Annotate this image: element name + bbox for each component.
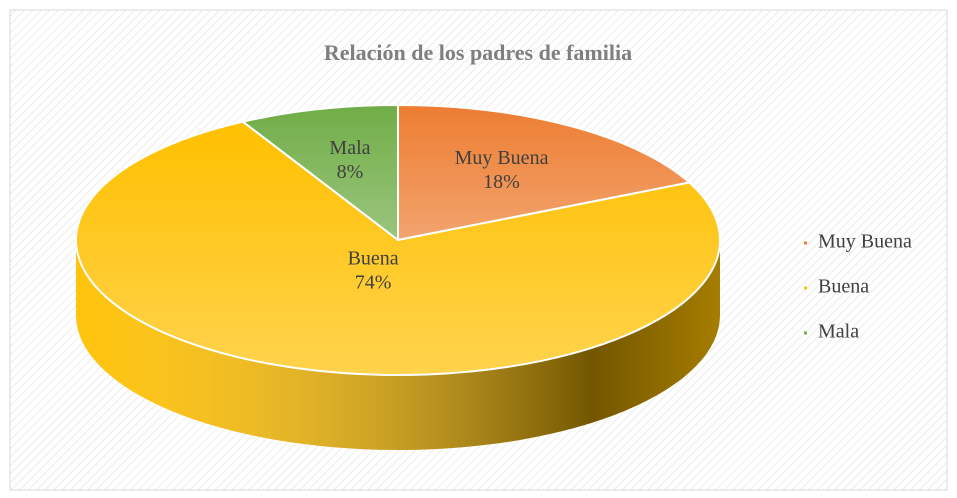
pie: [75, 104, 721, 450]
legend-swatch: [804, 286, 807, 290]
chart-title: Relación de los padres de familia: [324, 40, 632, 65]
legend-label: Mala: [818, 321, 859, 343]
legend-label: Buena: [818, 276, 869, 298]
data-label-name: Mala: [329, 137, 370, 159]
data-label-name: Buena: [348, 248, 399, 270]
slice-shine: [398, 105, 690, 240]
legend: Muy Buena Buena Mala: [804, 231, 912, 343]
data-label-value: 8%: [337, 161, 364, 183]
data-label-name: Muy Buena: [455, 147, 549, 169]
legend-swatch: [804, 331, 807, 335]
legend-label: Muy Buena: [818, 231, 912, 253]
slice-shine: [76, 121, 721, 375]
data-label-value: 74%: [355, 272, 392, 294]
slice-side-shade: [76, 240, 720, 450]
legend-swatch: [804, 241, 807, 245]
slice-shine: [242, 105, 398, 240]
data-label-value: 18%: [483, 171, 520, 193]
